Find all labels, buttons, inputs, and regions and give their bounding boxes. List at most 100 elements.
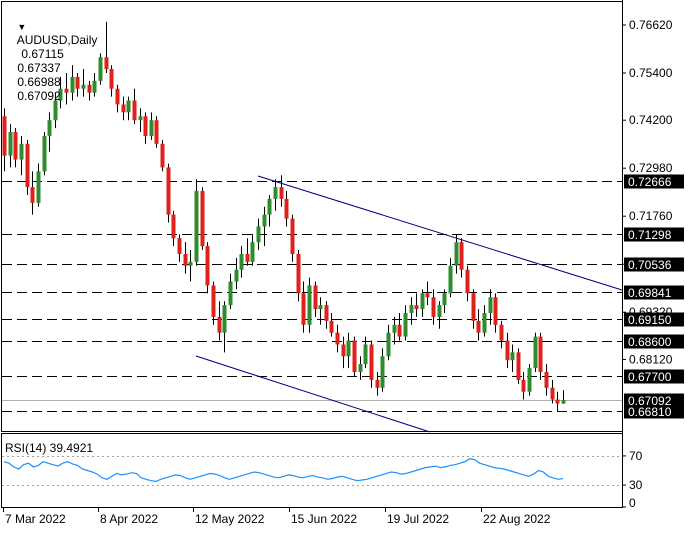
candle bbox=[442, 289, 447, 313]
candle bbox=[211, 281, 216, 325]
rsi-level-label: 70 bbox=[629, 449, 643, 463]
candle-body bbox=[538, 336, 543, 373]
current-price-tag-bg bbox=[624, 393, 684, 408]
candle-body bbox=[115, 88, 120, 105]
candle-body bbox=[30, 187, 35, 203]
candle-body bbox=[296, 253, 301, 294]
candle-body bbox=[53, 100, 58, 121]
price-tick-label: 0.74200 bbox=[629, 113, 673, 127]
candle-body bbox=[380, 356, 385, 388]
candle bbox=[70, 65, 75, 101]
candle-body bbox=[166, 167, 171, 215]
candle-body bbox=[454, 242, 459, 266]
candle bbox=[160, 139, 165, 172]
candle-body bbox=[267, 198, 272, 215]
candle-body bbox=[544, 372, 549, 388]
candle-body bbox=[19, 143, 24, 160]
candle bbox=[64, 73, 69, 105]
horizontal-lines bbox=[2, 181, 622, 412]
time-tick-label: 15 Jun 2022 bbox=[291, 512, 357, 526]
candle-body bbox=[87, 84, 92, 93]
candle-body bbox=[75, 76, 80, 89]
candle bbox=[87, 80, 92, 101]
candle bbox=[561, 390, 566, 404]
candle bbox=[409, 297, 414, 325]
candle-body bbox=[465, 269, 470, 294]
candle bbox=[98, 53, 103, 85]
candle-body bbox=[273, 187, 278, 199]
candle-body bbox=[2, 116, 7, 156]
time-tick-label: 8 Apr 2022 bbox=[100, 512, 158, 526]
candle-body bbox=[126, 100, 131, 113]
candle-body bbox=[217, 316, 222, 333]
candle bbox=[205, 242, 210, 294]
hline-tag-bg bbox=[624, 285, 684, 300]
price-tick-label: 0.68120 bbox=[629, 352, 673, 366]
candle bbox=[177, 234, 182, 262]
candle-body bbox=[403, 313, 408, 337]
candle-body bbox=[64, 88, 69, 93]
time-axis: 7 Mar 2022 8 Apr 2022 12 May 2022 15 Jun 20… bbox=[3, 508, 551, 526]
candle bbox=[425, 281, 430, 306]
candle bbox=[13, 128, 18, 168]
hline-tag-bg bbox=[624, 257, 684, 272]
rsi-indicator: 70 30 0 bbox=[2, 449, 643, 510]
candle bbox=[154, 116, 159, 148]
candle bbox=[19, 135, 24, 176]
candle-body bbox=[499, 324, 504, 341]
candle-body bbox=[25, 143, 30, 188]
candle-body bbox=[188, 261, 193, 266]
candle-body bbox=[81, 84, 86, 89]
candle bbox=[284, 191, 289, 227]
candle-body bbox=[493, 297, 498, 325]
price-tick-label: 0.75400 bbox=[629, 66, 673, 80]
candle bbox=[194, 179, 199, 266]
candle bbox=[171, 210, 176, 247]
candle-body bbox=[234, 269, 239, 282]
candle bbox=[448, 257, 453, 298]
candle bbox=[75, 73, 80, 97]
candle-body bbox=[200, 191, 205, 247]
candle bbox=[109, 65, 114, 97]
candle bbox=[138, 108, 143, 133]
candle bbox=[183, 242, 188, 274]
candle bbox=[403, 305, 408, 341]
candle-body bbox=[98, 57, 103, 81]
hline-tag-label: 0.68600 bbox=[628, 335, 672, 349]
candle bbox=[126, 96, 131, 121]
candle-body bbox=[177, 238, 182, 254]
candle bbox=[521, 372, 526, 400]
candle bbox=[115, 84, 120, 113]
rsi-level-label: 0 bbox=[629, 496, 636, 510]
candle bbox=[386, 324, 391, 361]
candle-body bbox=[262, 214, 267, 227]
header-high: 0.67337 bbox=[17, 61, 61, 75]
candle-body bbox=[488, 297, 493, 313]
price-tick-label: 0.71760 bbox=[629, 209, 673, 223]
candle-body bbox=[550, 387, 555, 400]
candle-body bbox=[205, 246, 210, 286]
candle-body bbox=[149, 120, 154, 136]
candle-body bbox=[239, 253, 244, 270]
channel-lower-line[interactable] bbox=[195, 355, 431, 433]
candle-body bbox=[369, 344, 374, 380]
price-tick-label: 0.72980 bbox=[629, 161, 673, 175]
candle-body bbox=[397, 324, 402, 337]
candle bbox=[555, 391, 560, 412]
candle bbox=[363, 336, 368, 369]
candle-body bbox=[279, 187, 284, 199]
time-tick-label: 7 Mar 2022 bbox=[5, 512, 66, 526]
candle bbox=[318, 297, 323, 325]
candle-body bbox=[143, 116, 148, 136]
rsi-label: RSI(14) 39.4921 bbox=[5, 441, 94, 455]
candle bbox=[329, 313, 334, 337]
candle-body bbox=[104, 57, 109, 70]
candle-body bbox=[8, 132, 13, 156]
candle-body bbox=[245, 253, 250, 262]
candlestick-series bbox=[2, 21, 566, 412]
candle bbox=[358, 356, 363, 380]
candle-body bbox=[160, 143, 165, 168]
channel-upper-line[interactable] bbox=[257, 175, 623, 291]
